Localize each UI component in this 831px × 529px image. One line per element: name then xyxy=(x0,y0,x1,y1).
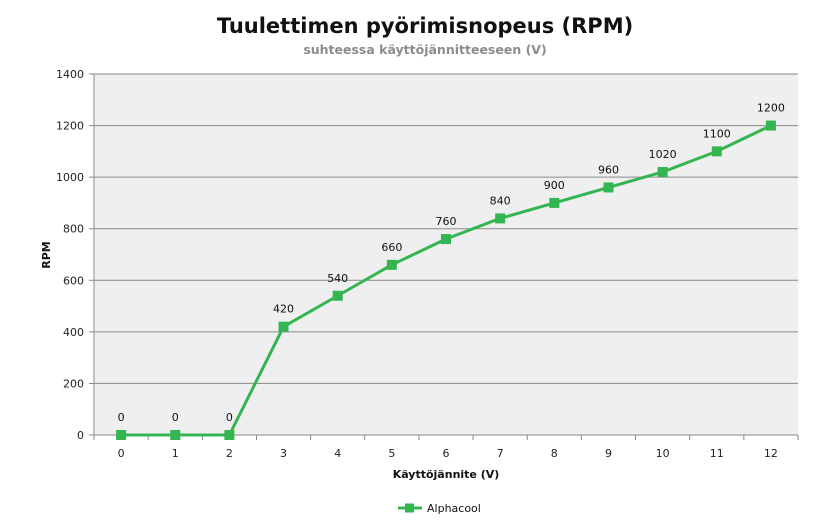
data-label: 420 xyxy=(273,303,294,316)
x-tick-label: 8 xyxy=(551,447,558,460)
legend-marker xyxy=(405,503,414,513)
series-layer xyxy=(116,120,776,440)
data-point xyxy=(765,120,776,131)
x-tick-label: 6 xyxy=(443,447,450,460)
data-label: 960 xyxy=(598,163,619,176)
data-labels: 0 0 0 420 540 660 760 840 900 960 1020 1100 1200 xyxy=(118,102,785,424)
data-point xyxy=(116,430,127,440)
data-label: 1200 xyxy=(757,102,785,115)
y-tick-label: 0 xyxy=(77,429,84,442)
x-tick-label: 7 xyxy=(497,447,504,460)
x-tick-label: 3 xyxy=(280,447,287,460)
x-axis-title: Käyttöjännite (V) xyxy=(393,468,500,481)
chart-title: Tuulettimen pyörimisnopeus (RPM) xyxy=(217,14,633,38)
data-point xyxy=(332,290,343,301)
x-tick-label: 5 xyxy=(388,447,395,460)
gridlines xyxy=(94,73,798,436)
data-label: 1100 xyxy=(703,127,731,140)
x-tick-label: 1 xyxy=(172,447,179,460)
x-tick-label: 12 xyxy=(764,447,778,460)
data-point xyxy=(549,197,560,208)
data-point xyxy=(170,430,181,440)
data-label: 0 xyxy=(172,411,179,424)
chart-subtitle: suhteessa käyttöjännitteeseen (V) xyxy=(303,42,546,57)
y-tick-label: 800 xyxy=(63,223,84,236)
data-point xyxy=(441,234,451,245)
x-tick-label: 9 xyxy=(605,447,612,460)
legend: Alphacool xyxy=(398,502,481,515)
data-point xyxy=(657,166,668,177)
y-axis-ticks: 0 200 400 600 800 1000 1200 1400 xyxy=(56,68,94,442)
x-tick-label: 2 xyxy=(226,447,233,460)
data-label: 0 xyxy=(226,411,233,424)
data-label: 660 xyxy=(381,241,402,254)
y-axis-title: RPM xyxy=(40,241,53,268)
data-point xyxy=(711,146,722,157)
y-tick-label: 600 xyxy=(63,274,84,287)
data-label: 840 xyxy=(490,194,511,207)
data-point xyxy=(224,430,235,440)
data-point xyxy=(603,182,614,193)
x-tick-label: 4 xyxy=(334,447,341,460)
y-tick-label: 1000 xyxy=(56,171,84,184)
data-point xyxy=(495,213,506,224)
data-label: 760 xyxy=(436,215,457,228)
data-label: 540 xyxy=(327,272,348,285)
x-axis-ticks: 0 1 2 3 4 5 6 7 8 9 10 11 12 xyxy=(93,435,799,460)
y-tick-label: 200 xyxy=(63,377,84,390)
data-label: 900 xyxy=(544,179,565,192)
y-tick-label: 1200 xyxy=(56,120,84,133)
x-tick-label: 11 xyxy=(710,447,724,460)
data-label: 0 xyxy=(118,411,125,424)
legend-label: Alphacool xyxy=(427,502,481,515)
plot-area xyxy=(94,74,798,435)
y-tick-label: 1400 xyxy=(56,68,84,81)
y-tick-label: 400 xyxy=(63,326,84,339)
data-point xyxy=(386,259,397,270)
data-label: 1020 xyxy=(649,148,677,161)
x-tick-label: 10 xyxy=(656,447,670,460)
data-point xyxy=(278,321,289,332)
x-tick-label: 0 xyxy=(118,447,125,460)
